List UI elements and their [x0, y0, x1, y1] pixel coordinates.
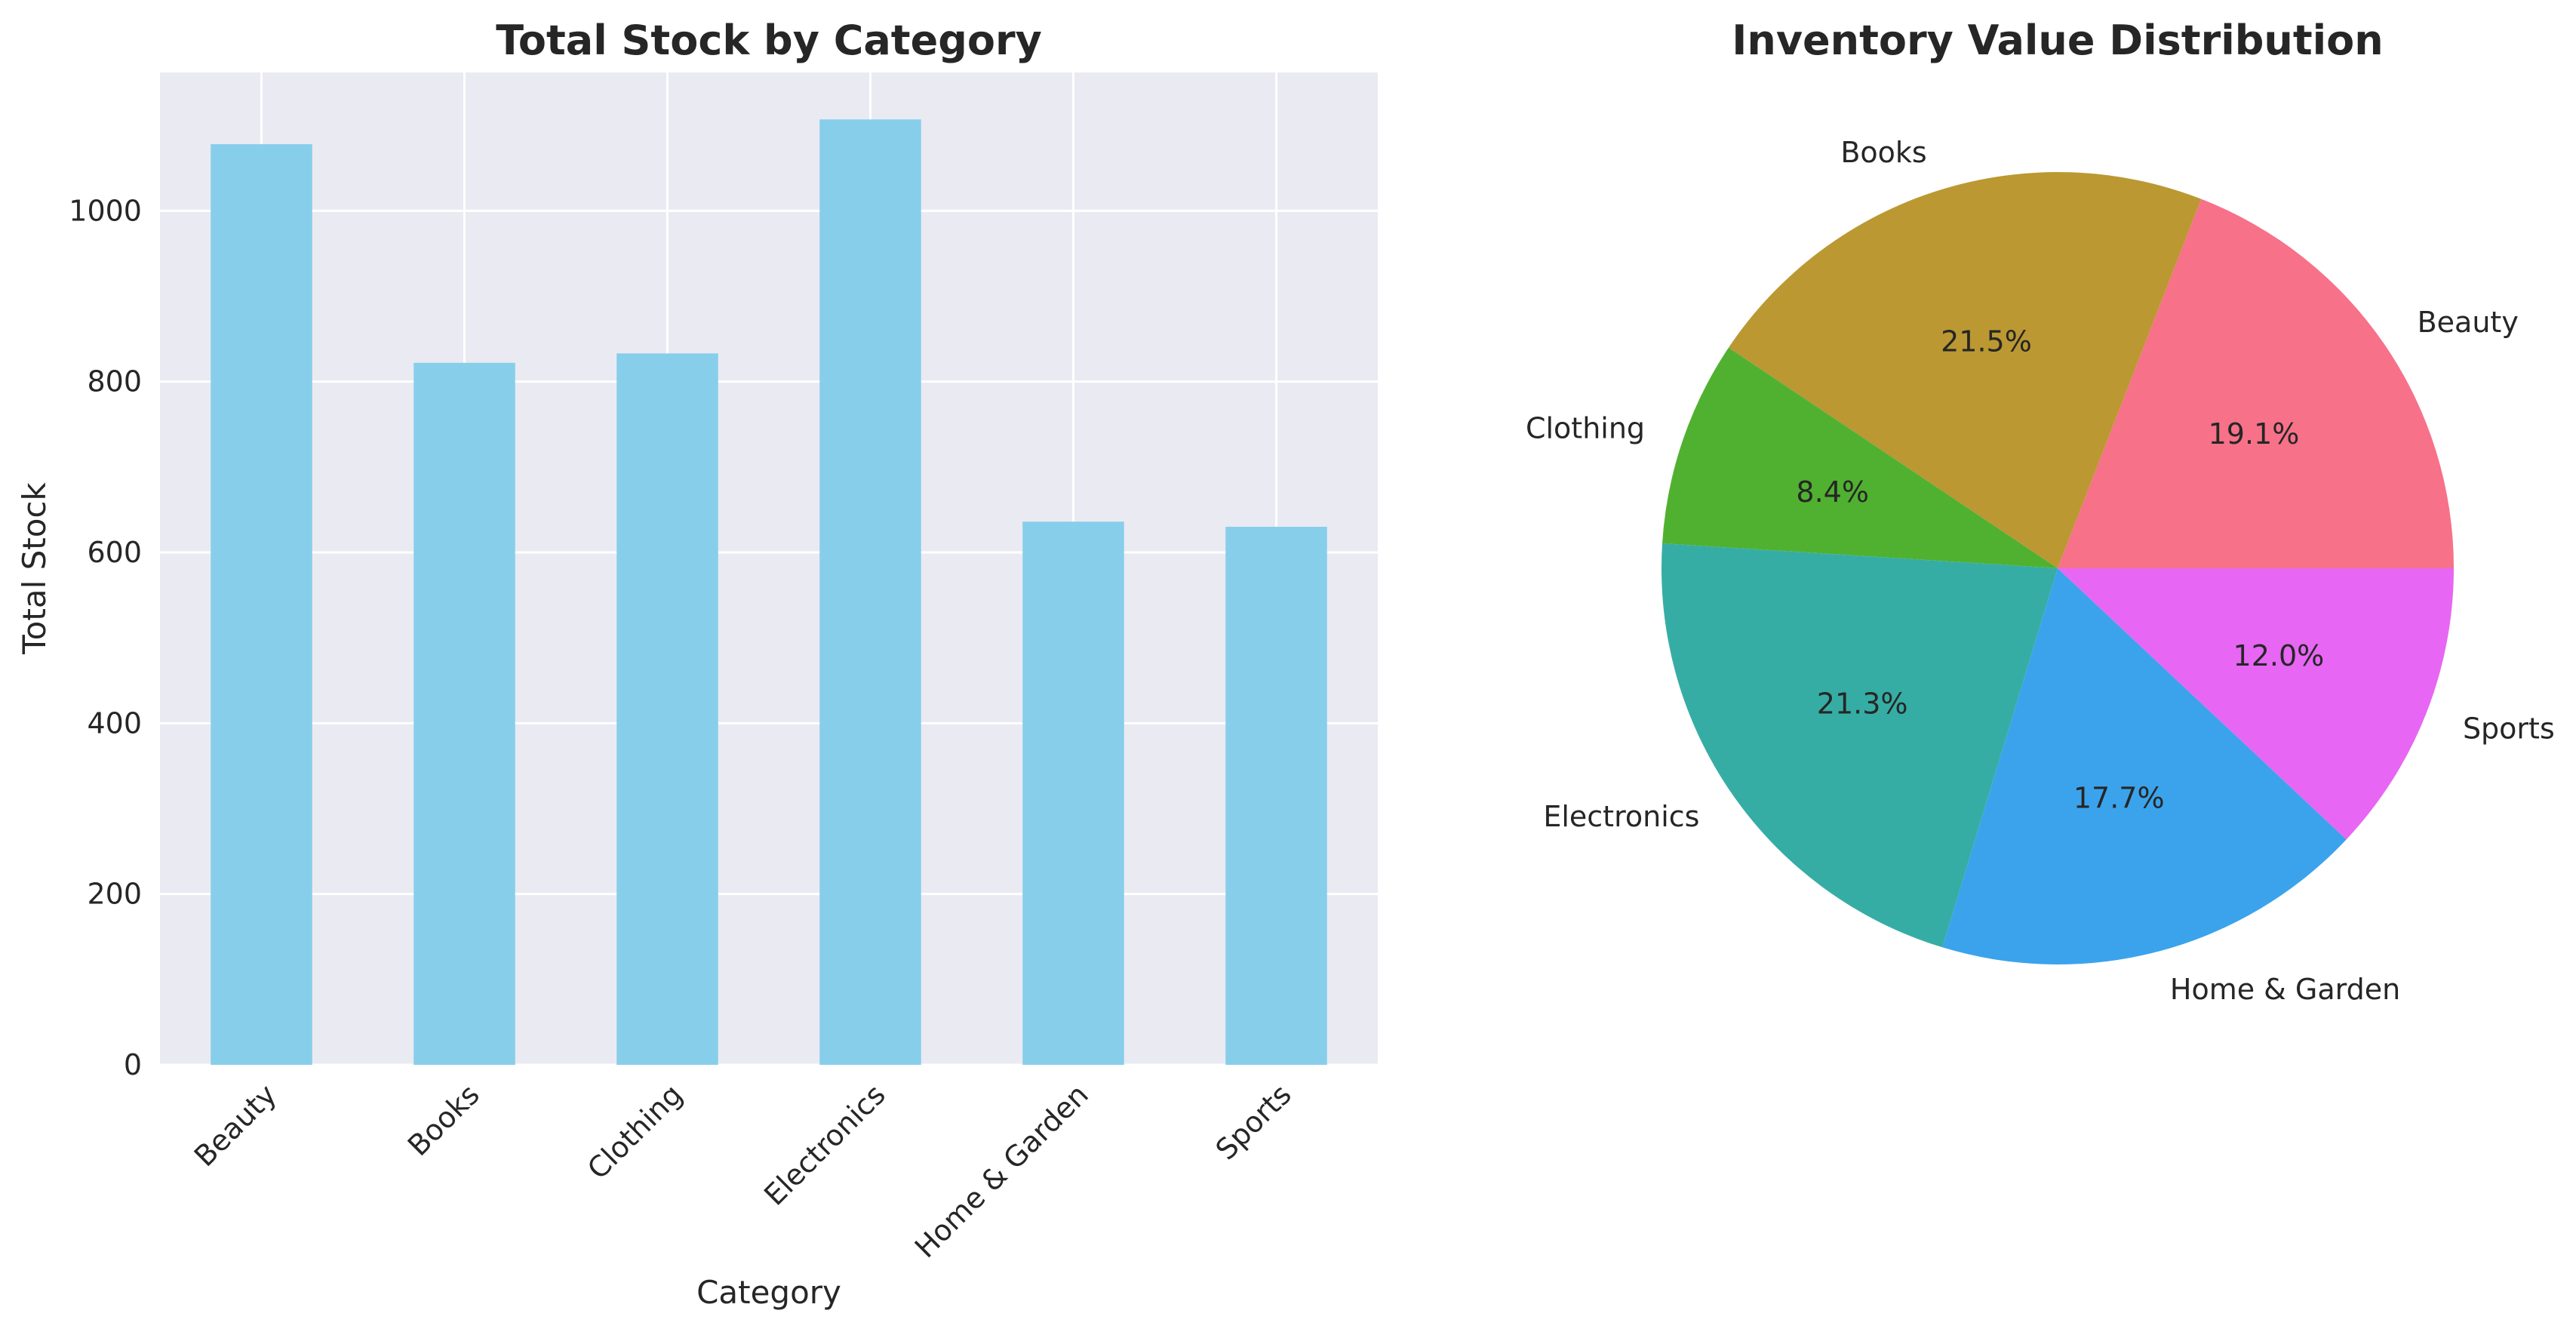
pie-series [1661, 172, 2454, 964]
pie-slice-beauty [2058, 198, 2454, 568]
pie-label-home-garden: Home & Garden [2170, 973, 2400, 1006]
pie-percent-labels: 19.1% 21.5% 8.4% 21.3% 17.7% 12.0% [1796, 325, 2324, 815]
pie-pct-label-electronics: 21.3% [1817, 687, 1908, 721]
pie-slice-electronics [1661, 543, 2058, 948]
pie-pct-label-beauty: 19.1% [2209, 417, 2300, 451]
bar-y-axis-label: Total Stock [16, 481, 53, 654]
bar-series [211, 119, 1327, 1065]
pie-chart-title: Inventory Value Distribution [1732, 17, 2383, 64]
pie-label-beauty: Beauty [2418, 306, 2519, 339]
pie-chart-panel: Inventory Value Distribution 19.1% 21.5% 8… [1526, 17, 2555, 1006]
pie-slice-home-garden [1942, 568, 2347, 964]
bar-plot-background [160, 72, 1378, 1065]
pie-pct-label-sports: 12.0% [2233, 639, 2325, 672]
bar-electronics [819, 119, 921, 1065]
y-tick-label-800: 800 [87, 365, 142, 398]
x-tick-label-home-garden: Home & Garden [908, 1078, 1095, 1264]
y-tick-label-1000: 1000 [69, 194, 142, 227]
x-tick-label-electronics: Electronics [758, 1078, 892, 1212]
x-tick-label-clothing: Clothing [581, 1078, 689, 1186]
y-tick-label-600: 600 [87, 536, 142, 569]
bar-x-tick-labels: Beauty Books Clothing Electronics Home & Gar… [188, 1078, 1298, 1264]
x-tick-label-books: Books [401, 1078, 486, 1162]
pie-label-clothing: Clothing [1526, 412, 1645, 445]
pie-label-sports: Sports [2463, 712, 2555, 746]
pie-pct-label-clothing: 8.4% [1796, 475, 1869, 509]
bar-home-garden [1022, 521, 1124, 1065]
x-tick-label-beauty: Beauty [188, 1078, 283, 1173]
x-tick-label-sports: Sports [1210, 1078, 1298, 1166]
pie-label-books: Books [1840, 136, 1926, 169]
pie-pct-label-books: 21.5% [1941, 325, 2032, 358]
pie-category-labels: Beauty Books Clothing Electronics Home & Gar… [1526, 136, 2555, 1006]
bar-x-axis-label: Category [696, 1274, 841, 1311]
y-tick-label-0: 0 [124, 1048, 142, 1081]
pie-slice-clothing [1662, 347, 2058, 568]
bar-books [413, 362, 515, 1065]
pie-slice-books [1728, 172, 2202, 569]
pie-slice-sports [2058, 568, 2454, 840]
y-tick-label-400: 400 [87, 706, 142, 740]
pie-label-electronics: Electronics [1543, 800, 1699, 833]
bar-chart-title: Total Stock by Category [496, 17, 1042, 64]
pie-pct-label-home-garden: 17.7% [2073, 781, 2165, 814]
bar-y-tick-labels: 0 200 400 600 800 1000 [69, 194, 142, 1081]
bar-sports [1225, 527, 1327, 1065]
y-tick-label-200: 200 [87, 878, 142, 911]
bar-chart-panel: 0 200 400 600 800 1000 Beauty Books Clothing Ele… [16, 17, 1378, 1311]
bar-beauty [211, 144, 312, 1065]
bar-clothing [616, 353, 718, 1065]
